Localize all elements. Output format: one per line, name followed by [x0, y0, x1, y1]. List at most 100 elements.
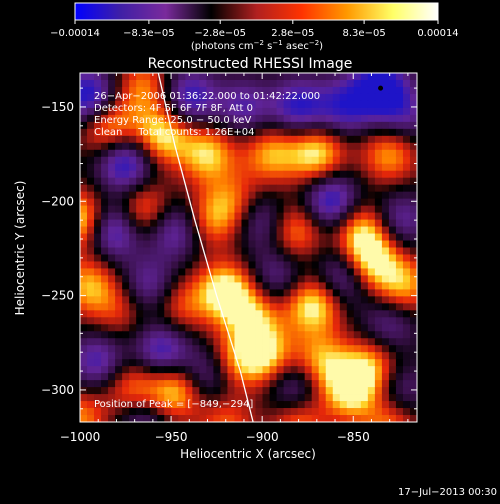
heatmap-cell: [262, 247, 270, 255]
heatmap-cell: [150, 184, 158, 193]
heatmap-cell: [248, 254, 256, 262]
heatmap-cell: [381, 282, 390, 290]
heatmap-cell: [227, 177, 235, 186]
heatmap-cell: [192, 401, 200, 409]
heatmap-cell: [234, 212, 242, 220]
heatmap-cell: [395, 156, 404, 165]
heatmap-cell: [171, 247, 179, 255]
heatmap-cell: [192, 289, 200, 297]
heatmap-cell: [213, 254, 221, 262]
heatmap-cell: [115, 184, 123, 193]
heatmap-cell: [255, 247, 263, 255]
heatmap-cell: [325, 345, 334, 353]
heatmap-cell: [395, 73, 404, 81]
colorbar-tick-label: −2.8e−05: [194, 28, 246, 39]
heatmap-cell: [192, 233, 200, 241]
heatmap-cell: [220, 380, 228, 388]
heatmap-cell: [241, 233, 249, 241]
heatmap-cell: [129, 254, 137, 262]
heatmap-cell: [304, 149, 313, 158]
heatmap-cell: [94, 254, 102, 262]
heatmap-cell: [318, 408, 327, 416]
heatmap-cell: [409, 261, 417, 269]
heatmap-cell: [353, 170, 362, 179]
heatmap-cell: [276, 345, 284, 353]
y-axis-ticks: −150−200−250−300: [41, 87, 417, 410]
heatmap-cell: [318, 149, 327, 158]
heatmap-cell: [150, 177, 158, 186]
heatmap-cell: [339, 100, 348, 109]
heatmap-cell: [220, 240, 228, 248]
heatmap-cell: [129, 289, 137, 297]
heatmap-cell: [248, 408, 256, 416]
heatmap-cell: [339, 73, 348, 81]
heatmap-cell: [283, 303, 292, 311]
heatmap-cell: [80, 191, 88, 200]
heatmap-cell: [353, 226, 362, 234]
heatmap-cell: [346, 324, 355, 332]
heatmap-cell: [360, 163, 369, 172]
heatmap-cell: [185, 275, 193, 283]
heatmap-cell: [80, 345, 88, 353]
heatmap-cell: [220, 86, 228, 95]
heatmap-cell: [290, 135, 299, 144]
heatmap-cell: [395, 282, 404, 290]
heatmap-cell: [339, 79, 348, 88]
heatmap-cell: [304, 387, 313, 395]
heatmap-cell: [157, 261, 165, 269]
heatmap-cell: [353, 380, 362, 388]
heatmap-cell: [311, 149, 320, 158]
heatmap-cell: [234, 331, 242, 339]
heatmap-cell: [129, 170, 137, 179]
heatmap-cell: [206, 142, 214, 151]
heatmap-cell: [157, 191, 165, 200]
heatmap-cell: [409, 324, 417, 332]
heatmap-cell: [108, 254, 116, 262]
heatmap-cell: [283, 275, 292, 283]
heatmap-cell: [101, 156, 109, 165]
heatmap-cell: [346, 401, 355, 409]
heatmap-cell: [150, 226, 158, 234]
heatmap-cell: [290, 177, 299, 186]
heatmap-cell: [248, 359, 256, 367]
heatmap-cell: [388, 275, 397, 283]
heatmap-cell: [143, 261, 151, 269]
heatmap-cell: [311, 142, 320, 151]
heatmap-cell: [185, 380, 193, 388]
heatmap-cell: [262, 366, 270, 374]
heatmap-cell: [381, 296, 390, 304]
heatmap-cell: [122, 352, 130, 360]
heatmap-cell: [269, 289, 277, 297]
heatmap-cell: [234, 86, 242, 95]
heatmap-cell: [283, 345, 292, 353]
heatmap-cell: [297, 401, 306, 409]
heatmap-cell: [157, 352, 165, 360]
heatmap-cell: [87, 394, 95, 402]
heatmap-cell: [101, 226, 109, 234]
heatmap-cell: [395, 149, 404, 158]
heatmap-cell: [297, 275, 306, 283]
heatmap-cell: [269, 163, 277, 172]
heatmap-cell: [192, 247, 200, 255]
heatmap-cell: [388, 170, 397, 179]
heatmap-cell: [248, 135, 256, 144]
heatmap-cell: [171, 408, 179, 416]
heatmap-cell: [220, 170, 228, 179]
heatmap-cell: [283, 73, 292, 81]
heatmap-cell: [269, 310, 277, 318]
heatmap-cell: [339, 191, 348, 200]
heatmap-cell: [409, 79, 417, 88]
heatmap-cell: [318, 198, 327, 207]
heatmap-cell: [220, 296, 228, 304]
heatmap-cell: [381, 324, 390, 332]
heatmap-cell: [360, 142, 369, 151]
heatmap-cell: [262, 289, 270, 297]
heatmap-cell: [325, 73, 334, 81]
heatmap-cell: [143, 177, 151, 186]
heatmap-cell: [276, 212, 284, 220]
heatmap-cell: [353, 93, 362, 102]
heatmap-cell: [213, 128, 221, 137]
heatmap-cell: [80, 156, 88, 165]
heatmap-cell: [136, 401, 144, 409]
heatmap-cell: [325, 212, 334, 220]
